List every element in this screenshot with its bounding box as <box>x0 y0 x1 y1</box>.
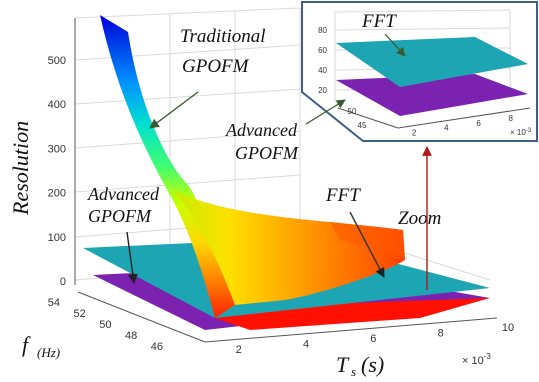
y-axis-title: f <box>22 332 31 357</box>
traditional-gpofm-surface-left <box>100 15 235 318</box>
inset-x-tick-label-0: 2 <box>412 129 417 138</box>
inset-advanced-label-line1: Advanced <box>225 120 298 140</box>
traditional-label-line2: GPOFM <box>182 56 250 77</box>
inset-x-ticks: 2 4 6 8 <box>412 114 514 138</box>
y-tick-label-2: 50 <box>99 319 111 331</box>
advanced-arrow <box>126 231 138 284</box>
z-tick-label-5: 500 <box>48 55 66 67</box>
inset-fft-surface <box>336 37 528 87</box>
y-axis-title-sub: (Hz) <box>37 345 60 360</box>
inset-z-tick-label-1: 40 <box>318 66 327 75</box>
y-tick-label-4: 46 <box>151 341 163 353</box>
x-tick-label-0: 2 <box>236 344 242 356</box>
x-tick-label-3: 8 <box>438 328 444 340</box>
y-tick-label-0: 54 <box>48 297 60 309</box>
x-axis-title: T <box>336 352 350 377</box>
z-axis-title: Resolution <box>8 121 33 216</box>
x-axis-ticks: 2 4 6 8 10 <box>236 322 515 356</box>
inset-x-tick-label-1: 4 <box>444 124 449 133</box>
y-axis-line <box>77 291 206 343</box>
y-tick-label-3: 48 <box>125 330 137 342</box>
x-axis-title-unit: (s) <box>361 352 384 377</box>
inset-advanced-label-line2: GPOFM <box>235 143 299 163</box>
z-axis-ticks: 0 100 200 300 400 500 <box>48 55 66 288</box>
inset-y-tick-label-0: 50 <box>348 107 357 116</box>
x-axis-exponent: × 10-3 <box>462 352 491 367</box>
fft-arrow <box>349 211 385 278</box>
z-tick-label-2: 200 <box>48 188 66 200</box>
inset-x-tick-label-2: 6 <box>476 119 481 128</box>
inset-x-exponent-power: -3 <box>526 128 532 134</box>
advanced-label-line1: Advanced <box>87 184 160 204</box>
inset-y-tick-label-1: 45 <box>358 121 367 130</box>
y-axis-ticks: 54 52 50 48 46 <box>48 297 163 353</box>
inset-x-exponent: × 10-3 <box>510 128 532 137</box>
inset-fft-label: FFT <box>361 11 397 32</box>
x-axis-line <box>204 317 498 343</box>
z-tick-label-0: 0 <box>60 276 66 288</box>
x-axis-exponent-power: -3 <box>484 352 492 361</box>
traditional-gpofm-surface-top <box>330 222 405 258</box>
inset-z-tick-label-0: 20 <box>318 86 327 95</box>
z-tick-label-3: 300 <box>48 143 66 155</box>
inset-z-tick-label-3: 80 <box>318 26 327 35</box>
traditional-surface-floor <box>215 298 490 330</box>
z-tick-label-1: 100 <box>48 232 66 244</box>
x-tick-label-1: 4 <box>303 339 309 351</box>
fft-label: FFT <box>325 185 361 206</box>
y-tick-label-1: 52 <box>74 308 86 320</box>
inset-x-exponent-base: × 10 <box>510 128 526 137</box>
advanced-label-line2: GPOFM <box>88 206 152 226</box>
inset-z-ticks: 20 40 60 80 <box>318 26 327 95</box>
traditional-arrow <box>149 91 199 129</box>
x-axis-title-sub: s <box>351 364 356 379</box>
x-tick-label-4: 10 <box>502 322 514 334</box>
z-tick-label-4: 400 <box>48 99 66 111</box>
traditional-gpofm-surface-right <box>170 188 405 305</box>
inset-advanced-surface <box>336 74 528 116</box>
x-tick-label-2: 6 <box>370 333 376 345</box>
traditional-label-line1: Traditional <box>180 26 266 47</box>
inset-advanced-arrow <box>305 99 346 125</box>
inset-x-tick-label-3: 8 <box>509 114 514 123</box>
inset-z-tick-label-2: 60 <box>318 46 327 55</box>
x-axis-exponent-base: × 10 <box>462 355 484 367</box>
zoom-label: Zoom <box>398 208 441 229</box>
inset-fft-arrow <box>384 33 406 57</box>
